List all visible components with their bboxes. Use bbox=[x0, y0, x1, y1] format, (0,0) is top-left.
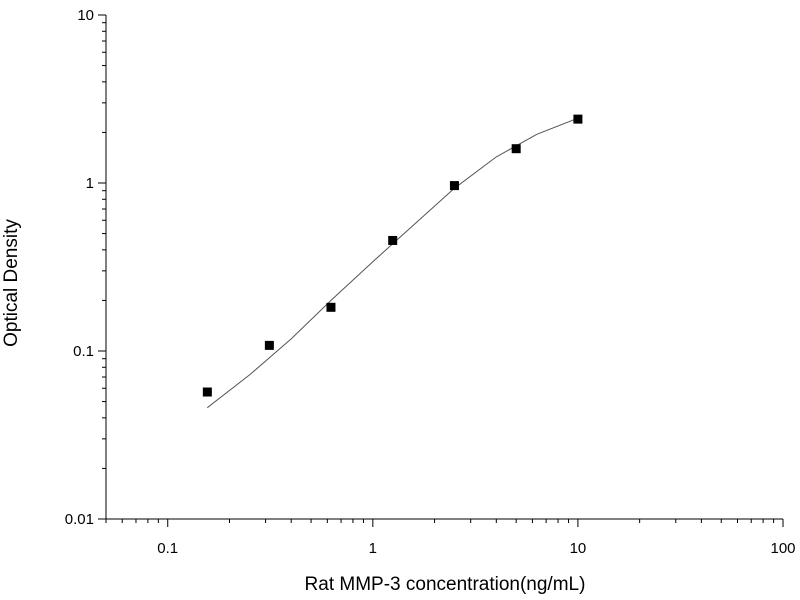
data-point bbox=[264, 340, 274, 350]
x-tick-label: 100 bbox=[770, 540, 795, 557]
data-point bbox=[388, 235, 398, 245]
x-axis: 0.1 1 10 100 bbox=[105, 519, 796, 557]
data-points-layer bbox=[202, 114, 583, 397]
plot-area bbox=[105, 15, 783, 520]
data-point bbox=[573, 114, 583, 124]
data-point bbox=[326, 302, 336, 312]
fit-curve-layer bbox=[206, 117, 579, 409]
x-tick-label: 1 bbox=[369, 540, 377, 557]
y-tick-label: 1 bbox=[86, 175, 94, 192]
y-tick-label: 0.01 bbox=[65, 511, 94, 528]
y-axis: 0.01 0.1 1 10 bbox=[65, 7, 106, 528]
data-point bbox=[449, 181, 459, 191]
data-point bbox=[202, 387, 212, 397]
x-axis-title: Rat MMP-3 concentration(ng/mL) bbox=[305, 574, 586, 595]
x-tick-label: 0.1 bbox=[157, 540, 178, 557]
fit-curve bbox=[206, 117, 579, 409]
y-tick-label: 0.1 bbox=[73, 343, 94, 360]
data-point bbox=[511, 144, 521, 154]
y-tick-label: 10 bbox=[77, 7, 94, 24]
x-tick-label: 10 bbox=[570, 540, 587, 557]
y-axis-title: Optical Density bbox=[1, 219, 22, 347]
